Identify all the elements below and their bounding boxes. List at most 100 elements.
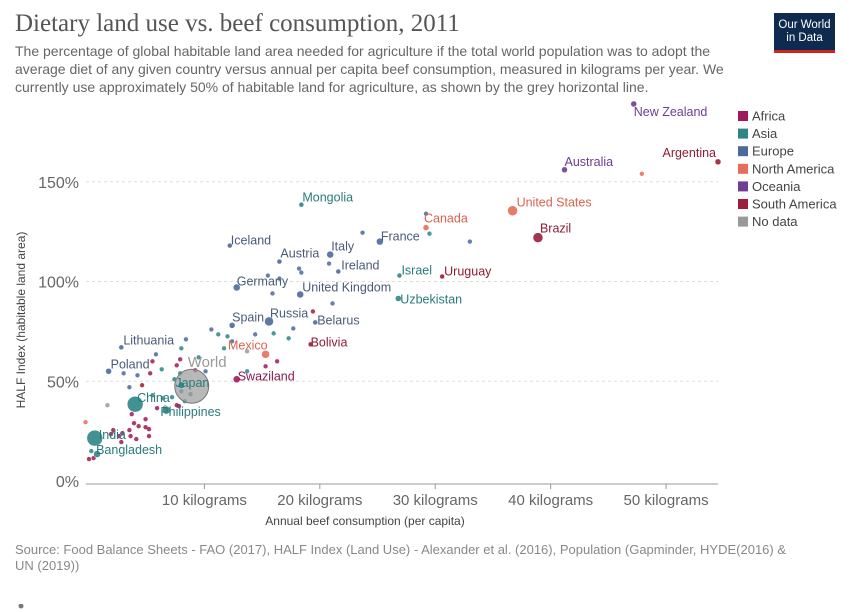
data-point-australia[interactable] [561, 166, 568, 174]
data-point[interactable] [277, 276, 282, 281]
data-point[interactable] [143, 416, 148, 422]
data-point-world[interactable] [174, 368, 210, 404]
legend-label-north-america[interactable]: North America [752, 161, 835, 176]
data-point-japan[interactable] [177, 381, 186, 389]
data-point[interactable] [129, 411, 134, 417]
data-point-iceland[interactable] [227, 242, 233, 249]
data-point[interactable] [252, 332, 258, 337]
data-point[interactable] [177, 357, 183, 362]
data-point-mexico[interactable] [261, 350, 270, 359]
data-point[interactable] [639, 171, 645, 176]
data-point[interactable] [291, 326, 296, 331]
legend-swatch-oceania[interactable] [738, 181, 748, 192]
data-point[interactable] [116, 433, 122, 439]
data-point[interactable] [108, 431, 114, 437]
data-point[interactable] [174, 363, 179, 368]
data-point[interactable] [131, 420, 137, 426]
data-point[interactable] [265, 273, 271, 278]
data-point-spain[interactable] [228, 322, 236, 329]
data-point-uruguay[interactable] [439, 273, 445, 280]
data-point[interactable] [427, 231, 432, 236]
data-point[interactable] [86, 456, 92, 462]
data-point-united-states[interactable] [507, 205, 518, 216]
data-point-ireland[interactable] [335, 268, 342, 275]
data-point-austria[interactable] [276, 258, 283, 265]
legend-swatch-north-america[interactable] [738, 163, 748, 174]
legend-swatch-south-america[interactable] [738, 199, 748, 209]
data-point[interactable] [111, 427, 116, 433]
data-point[interactable] [423, 211, 429, 216]
data-point[interactable] [229, 339, 235, 344]
data-point-india[interactable] [86, 429, 104, 447]
data-point[interactable] [263, 364, 268, 369]
data-point-philippines[interactable] [162, 405, 171, 415]
data-point[interactable] [296, 266, 302, 271]
data-point-belarus[interactable] [312, 319, 318, 326]
legend-label-africa[interactable]: Africa [752, 109, 786, 124]
data-point[interactable] [326, 261, 332, 266]
data-point[interactable] [119, 439, 124, 445]
data-point[interactable] [270, 291, 275, 296]
data-point-bolivia[interactable] [307, 341, 314, 348]
data-point[interactable] [203, 369, 208, 374]
data-point[interactable] [136, 423, 141, 429]
data-point-swaziland[interactable] [232, 375, 241, 384]
data-point-bangladesh[interactable] [93, 450, 101, 458]
data-point[interactable] [221, 346, 227, 351]
data-point[interactable] [146, 426, 152, 432]
data-point[interactable] [134, 436, 139, 442]
data-point[interactable] [271, 331, 276, 336]
data-point[interactable] [135, 373, 140, 378]
data-point-poland[interactable] [105, 368, 112, 375]
legend-label-no-data[interactable]: No data [752, 214, 798, 229]
data-point[interactable] [286, 336, 291, 341]
data-point[interactable] [176, 403, 182, 409]
data-point[interactable] [150, 359, 155, 364]
data-point[interactable] [159, 367, 164, 372]
data-point[interactable] [160, 396, 166, 401]
data-point[interactable] [274, 359, 280, 364]
data-point-new-zealand[interactable] [630, 100, 637, 108]
data-point-germany[interactable] [232, 283, 241, 292]
legend-swatch-europe[interactable] [738, 146, 748, 157]
data-point-russia[interactable] [264, 316, 274, 327]
data-point[interactable] [196, 355, 201, 360]
data-point-united-kingdom[interactable] [296, 290, 304, 299]
data-point[interactable] [216, 332, 221, 337]
data-point[interactable] [143, 424, 148, 430]
data-point[interactable] [139, 383, 145, 388]
data-point[interactable] [83, 419, 88, 425]
data-point[interactable] [153, 352, 159, 357]
data-point[interactable] [179, 346, 184, 351]
data-point-china[interactable] [126, 395, 144, 413]
data-point[interactable] [154, 405, 160, 411]
data-point[interactable] [299, 270, 304, 275]
data-point-argentina[interactable] [714, 158, 722, 166]
data-point-canada[interactable] [422, 224, 430, 231]
data-point[interactable] [128, 433, 133, 439]
data-point[interactable] [146, 433, 152, 439]
legend-label-asia[interactable]: Asia [752, 126, 778, 141]
data-point[interactable] [127, 427, 132, 433]
data-point-france[interactable] [376, 237, 384, 246]
data-point-lithuania[interactable] [118, 344, 125, 351]
owid-logo[interactable]: Our World in Data [774, 13, 835, 53]
data-point-brazil[interactable] [532, 232, 544, 243]
data-point-israel[interactable] [396, 272, 403, 279]
data-point[interactable] [330, 301, 335, 306]
data-point[interactable] [150, 393, 155, 398]
data-point[interactable] [244, 369, 250, 374]
data-point[interactable] [105, 402, 110, 408]
legend-swatch-asia[interactable] [738, 128, 748, 139]
data-point[interactable] [127, 385, 132, 390]
legend-swatch-africa[interactable] [738, 111, 748, 121]
data-point[interactable] [209, 327, 214, 332]
data-point[interactable] [310, 309, 316, 314]
data-point-uzbekistan[interactable] [395, 295, 402, 302]
data-point[interactable] [147, 371, 153, 376]
data-point[interactable] [244, 349, 250, 354]
legend-swatch-no-data[interactable] [738, 216, 748, 227]
data-point[interactable] [225, 334, 230, 339]
data-point[interactable] [183, 337, 189, 342]
data-point[interactable] [467, 239, 473, 244]
